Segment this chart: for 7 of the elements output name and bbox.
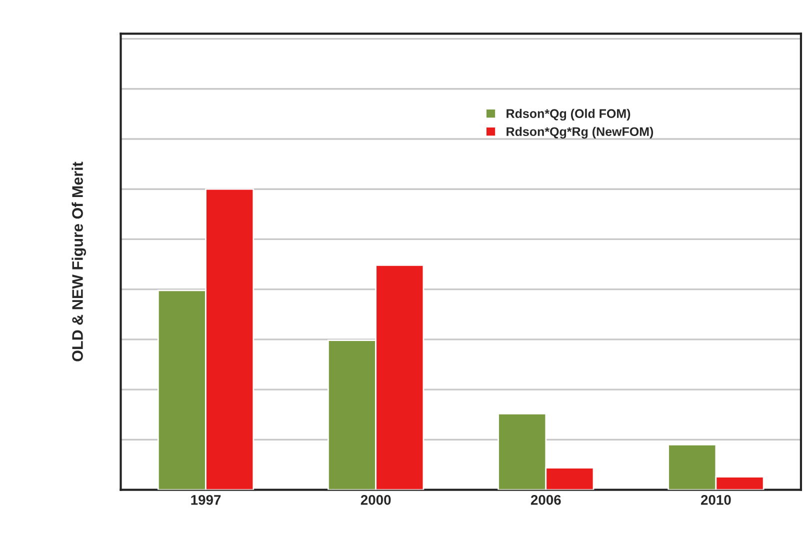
x-tick-label: 2010 bbox=[700, 495, 731, 505]
legend-label: Rdson*Qg*Rg (NewFOM) bbox=[506, 126, 654, 139]
x-tick-label: 2000 bbox=[360, 495, 391, 505]
x-tick-label: 2006 bbox=[530, 495, 561, 505]
legend-label: Rdson*Qg (Old FOM) bbox=[506, 108, 630, 121]
x-tick-label: 1997 bbox=[191, 495, 221, 505]
y-axis-title: OLD & NEW Figure Of Merit bbox=[72, 162, 86, 362]
